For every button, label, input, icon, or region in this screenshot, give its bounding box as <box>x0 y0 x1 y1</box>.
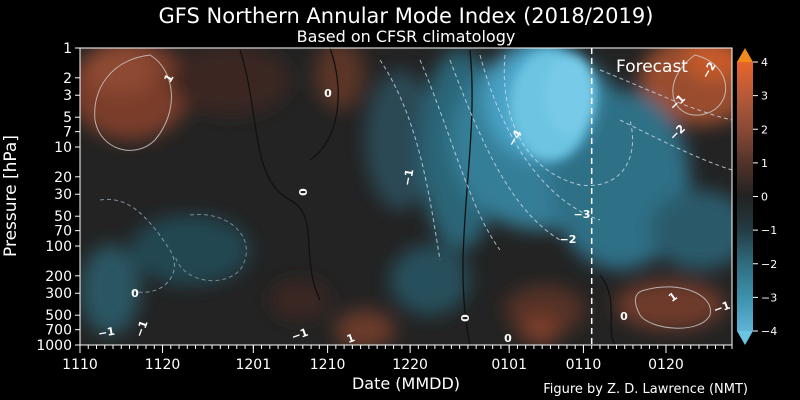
contour-label: −1 <box>97 325 116 341</box>
contour-label: −1 <box>290 326 310 344</box>
colorbar-tick-label: 2 <box>761 123 768 136</box>
y-tick-label: 700 <box>45 323 72 339</box>
x-tick-label: 0110 <box>566 357 602 373</box>
chart-title: GFS Northern Annular Mode Index (2018/20… <box>159 4 654 28</box>
y-tick-label: 2 <box>63 71 72 87</box>
colorbar: 4 3 2 1 0 −1 −2 −3 −4 <box>737 48 777 345</box>
x-tick-label: 1220 <box>392 357 428 373</box>
y-tick-label: 100 <box>45 239 72 255</box>
y-tick-label: 30 <box>54 187 72 203</box>
contour-label: 0 <box>324 87 332 100</box>
y-tick-label: 3 <box>63 88 72 104</box>
y-axis-label: Pressure [hPa] <box>1 135 21 257</box>
contour-label: −2 <box>560 233 577 246</box>
y-tick-label: 5 <box>63 110 72 126</box>
colorbar-tick-label: −3 <box>761 291 777 304</box>
y-tick-label: 1000 <box>36 338 72 354</box>
forecast-label: Forecast <box>616 57 688 77</box>
x-tick-label: 0120 <box>648 357 684 373</box>
y-tick-label: 10 <box>54 140 72 156</box>
contour-label: 0 <box>459 314 472 322</box>
colorbar-tick-label: 3 <box>761 90 768 103</box>
y-tick-label: 70 <box>54 224 72 240</box>
y-tick-label: 50 <box>54 209 72 225</box>
colorbar-extend-top <box>737 48 753 62</box>
colorbar-extend-bottom <box>737 331 753 345</box>
y-tick-label: 1 <box>63 41 72 57</box>
x-tick-label: 1210 <box>310 357 346 373</box>
x-tick-label: 1120 <box>145 357 181 373</box>
contour-label: −1 <box>712 299 732 317</box>
plot-frame <box>79 47 733 346</box>
y-tick-label: 300 <box>45 286 72 302</box>
contour-label: −3 <box>574 208 591 221</box>
y-tick-label: 20 <box>54 170 72 186</box>
x-tick-label: 0101 <box>491 357 527 373</box>
x-axis: 1110 1120 1201 1210 1220 0101 0110 0120 <box>62 345 733 373</box>
chart-subtitle: Based on CFSR climatology <box>297 27 516 46</box>
colorbar-tick-label: −1 <box>761 224 777 237</box>
contour-label: 0 <box>620 310 628 323</box>
colorbar-tick-label: 1 <box>761 157 768 170</box>
colorbar-bar <box>737 62 753 331</box>
contour-label: −1 <box>133 319 151 339</box>
x-tick-label: 1201 <box>235 357 271 373</box>
x-tick-label: 1110 <box>62 357 98 373</box>
figure-credit: Figure by Z. D. Lawrence (NMT) <box>543 382 748 397</box>
colorbar-tick-label: 0 <box>761 191 768 204</box>
y-tick-label: 200 <box>45 269 72 285</box>
x-axis-label: Date (MMDD) <box>352 374 460 393</box>
colorbar-tick-label: −4 <box>761 325 777 338</box>
contour-label: 0 <box>297 188 310 196</box>
contour-label: 1 <box>345 331 357 346</box>
y-tick-label: 7 <box>63 125 72 141</box>
plot-area <box>80 48 732 345</box>
colorbar-tick-label: 4 <box>761 56 768 69</box>
contour-label: 0 <box>504 332 512 345</box>
y-tick-label: 500 <box>45 308 72 324</box>
contour-label: 0 <box>131 287 139 300</box>
contour-label: −1 <box>401 168 417 187</box>
colorbar-tick-label: −2 <box>761 258 777 271</box>
